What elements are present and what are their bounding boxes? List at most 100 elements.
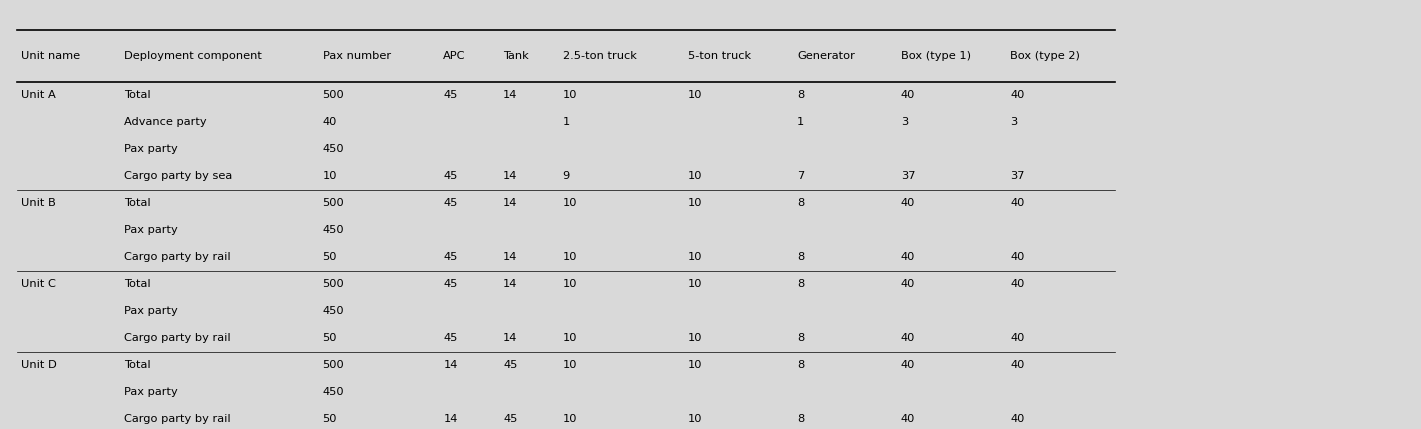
Text: 500: 500	[323, 90, 344, 100]
Text: Cargo party by rail: Cargo party by rail	[124, 333, 230, 343]
Text: Unit D: Unit D	[21, 360, 57, 370]
Text: 40: 40	[901, 333, 915, 343]
Text: 14: 14	[443, 360, 458, 370]
Text: 50: 50	[323, 333, 337, 343]
Text: 450: 450	[323, 306, 344, 316]
Text: 40: 40	[901, 252, 915, 262]
Text: 8: 8	[797, 198, 804, 208]
Text: 1: 1	[563, 117, 570, 127]
Text: 37: 37	[1010, 171, 1025, 181]
Text: Total: Total	[124, 198, 151, 208]
Text: 14: 14	[503, 252, 517, 262]
Text: Generator: Generator	[797, 51, 855, 61]
Text: 2.5-ton truck: 2.5-ton truck	[563, 51, 637, 61]
Text: 10: 10	[688, 198, 702, 208]
Text: 10: 10	[688, 90, 702, 100]
Text: 8: 8	[797, 252, 804, 262]
Text: 1: 1	[797, 117, 804, 127]
Text: 9: 9	[563, 171, 570, 181]
Text: 8: 8	[797, 279, 804, 289]
Text: Pax party: Pax party	[124, 225, 178, 235]
Text: 450: 450	[323, 387, 344, 397]
Text: 8: 8	[797, 90, 804, 100]
Text: 10: 10	[688, 279, 702, 289]
Text: 500: 500	[323, 198, 344, 208]
Text: 40: 40	[1010, 90, 1025, 100]
Text: 40: 40	[1010, 252, 1025, 262]
Text: 10: 10	[688, 252, 702, 262]
Text: 3: 3	[901, 117, 908, 127]
Text: 10: 10	[323, 171, 337, 181]
Text: Pax number: Pax number	[323, 51, 391, 61]
Text: 45: 45	[503, 414, 517, 424]
Text: 40: 40	[901, 279, 915, 289]
Text: 40: 40	[1010, 279, 1025, 289]
Text: 40: 40	[901, 360, 915, 370]
Text: 14: 14	[503, 198, 517, 208]
Text: Unit C: Unit C	[21, 279, 57, 289]
Text: Total: Total	[124, 279, 151, 289]
Text: Total: Total	[124, 360, 151, 370]
Text: 10: 10	[563, 198, 577, 208]
Text: 40: 40	[901, 90, 915, 100]
Text: 10: 10	[563, 414, 577, 424]
Text: 45: 45	[443, 90, 458, 100]
Text: 40: 40	[1010, 414, 1025, 424]
Text: Cargo party by rail: Cargo party by rail	[124, 414, 230, 424]
Text: APC: APC	[443, 51, 466, 61]
Text: Box (type 2): Box (type 2)	[1010, 51, 1080, 61]
Text: 14: 14	[503, 171, 517, 181]
Text: 10: 10	[688, 171, 702, 181]
Text: Total: Total	[124, 90, 151, 100]
Text: 14: 14	[443, 414, 458, 424]
Text: 14: 14	[503, 279, 517, 289]
Text: 10: 10	[688, 333, 702, 343]
Text: Cargo party by sea: Cargo party by sea	[124, 171, 232, 181]
Text: Deployment component: Deployment component	[124, 51, 261, 61]
Text: 14: 14	[503, 333, 517, 343]
Text: 45: 45	[443, 333, 458, 343]
Text: 40: 40	[323, 117, 337, 127]
Text: 50: 50	[323, 414, 337, 424]
Text: 10: 10	[688, 360, 702, 370]
Text: 40: 40	[1010, 360, 1025, 370]
Text: Unit name: Unit name	[21, 51, 81, 61]
Text: 50: 50	[323, 252, 337, 262]
Text: 14: 14	[503, 90, 517, 100]
Text: 40: 40	[901, 414, 915, 424]
Text: 40: 40	[901, 198, 915, 208]
Text: Cargo party by rail: Cargo party by rail	[124, 252, 230, 262]
Text: 7: 7	[797, 171, 804, 181]
Text: Pax party: Pax party	[124, 144, 178, 154]
Text: Pax party: Pax party	[124, 387, 178, 397]
Text: 40: 40	[1010, 333, 1025, 343]
Text: 10: 10	[688, 414, 702, 424]
Text: Tank: Tank	[503, 51, 529, 61]
Text: 10: 10	[563, 279, 577, 289]
Text: 8: 8	[797, 333, 804, 343]
Text: 45: 45	[443, 198, 458, 208]
Text: 10: 10	[563, 252, 577, 262]
Text: 8: 8	[797, 360, 804, 370]
Text: 450: 450	[323, 144, 344, 154]
Text: 10: 10	[563, 360, 577, 370]
Text: 45: 45	[443, 252, 458, 262]
Text: 8: 8	[797, 414, 804, 424]
Text: 3: 3	[1010, 117, 1017, 127]
Text: 45: 45	[443, 171, 458, 181]
Text: 500: 500	[323, 360, 344, 370]
Text: 500: 500	[323, 279, 344, 289]
Text: Advance party: Advance party	[124, 117, 206, 127]
Text: 5-ton truck: 5-ton truck	[688, 51, 750, 61]
Text: 10: 10	[563, 333, 577, 343]
Text: Box (type 1): Box (type 1)	[901, 51, 971, 61]
Text: Unit A: Unit A	[21, 90, 55, 100]
Text: 450: 450	[323, 225, 344, 235]
Text: 37: 37	[901, 171, 915, 181]
Text: 40: 40	[1010, 198, 1025, 208]
Text: 45: 45	[503, 360, 517, 370]
Text: 45: 45	[443, 279, 458, 289]
Text: 10: 10	[563, 90, 577, 100]
Text: Unit B: Unit B	[21, 198, 55, 208]
Text: Pax party: Pax party	[124, 306, 178, 316]
